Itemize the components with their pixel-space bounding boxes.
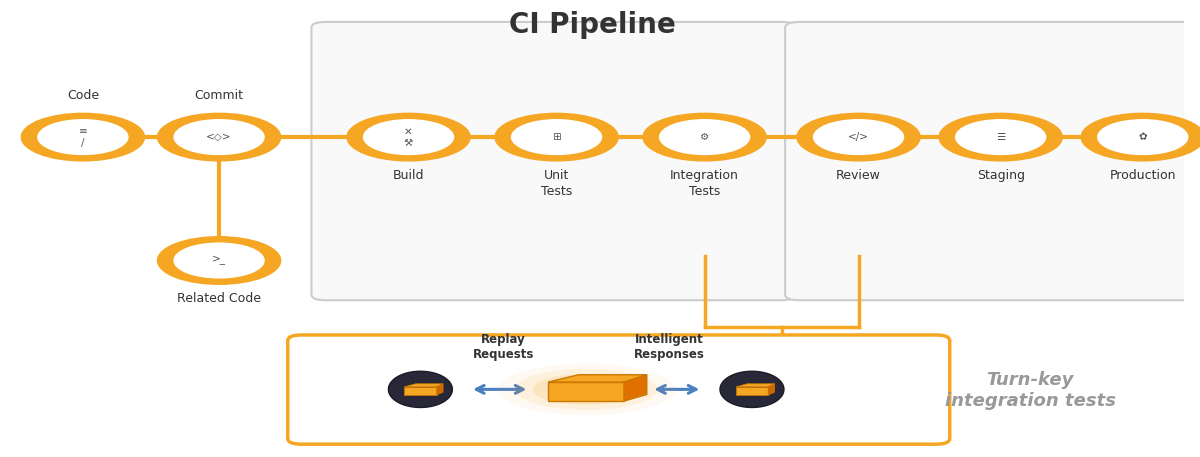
Circle shape xyxy=(157,237,281,284)
Circle shape xyxy=(940,113,1062,161)
Text: Commit: Commit xyxy=(194,89,244,102)
Circle shape xyxy=(660,120,750,154)
Text: Turn-key
integration tests: Turn-key integration tests xyxy=(944,372,1116,410)
Circle shape xyxy=(1098,120,1188,154)
Text: Review: Review xyxy=(836,169,881,182)
FancyBboxPatch shape xyxy=(785,22,1199,300)
Circle shape xyxy=(364,120,454,154)
Text: <◇>: <◇> xyxy=(206,132,232,142)
Circle shape xyxy=(797,113,920,161)
Circle shape xyxy=(157,113,281,161)
Text: ≡
/: ≡ / xyxy=(78,126,88,148)
Text: Build: Build xyxy=(392,169,425,182)
Circle shape xyxy=(347,113,470,161)
Text: Replay
Requests: Replay Requests xyxy=(473,333,534,361)
Text: Related Code: Related Code xyxy=(178,292,262,305)
Ellipse shape xyxy=(515,369,658,410)
Circle shape xyxy=(1081,113,1200,161)
Text: Integration
Tests: Integration Tests xyxy=(670,169,739,198)
Text: >_: >_ xyxy=(212,255,226,266)
Text: Staging: Staging xyxy=(977,169,1025,182)
Polygon shape xyxy=(404,384,443,387)
Text: </>: </> xyxy=(848,132,869,142)
Polygon shape xyxy=(548,382,624,401)
FancyBboxPatch shape xyxy=(288,335,949,444)
Circle shape xyxy=(174,243,264,278)
Polygon shape xyxy=(437,384,443,395)
Polygon shape xyxy=(736,384,775,387)
Circle shape xyxy=(494,113,618,161)
Text: Unit
Tests: Unit Tests xyxy=(541,169,572,198)
Text: ✿: ✿ xyxy=(1139,132,1147,142)
Ellipse shape xyxy=(497,364,674,415)
Text: CI Pipeline: CI Pipeline xyxy=(509,11,676,39)
Text: ☰: ☰ xyxy=(996,132,1006,142)
Circle shape xyxy=(955,120,1045,154)
Polygon shape xyxy=(736,387,768,395)
Ellipse shape xyxy=(533,374,640,405)
Polygon shape xyxy=(720,371,784,408)
Text: ⚙: ⚙ xyxy=(700,132,709,142)
Text: ✕
⚒: ✕ ⚒ xyxy=(404,126,413,148)
Polygon shape xyxy=(768,384,775,395)
Circle shape xyxy=(22,113,144,161)
Text: ⊞: ⊞ xyxy=(552,132,560,142)
Polygon shape xyxy=(389,371,452,408)
Circle shape xyxy=(643,113,766,161)
Text: Intelligent
Responses: Intelligent Responses xyxy=(634,333,704,361)
Circle shape xyxy=(174,120,264,154)
Polygon shape xyxy=(404,387,437,395)
Circle shape xyxy=(814,120,904,154)
Polygon shape xyxy=(624,375,647,401)
Polygon shape xyxy=(548,375,647,382)
Circle shape xyxy=(38,120,128,154)
FancyBboxPatch shape xyxy=(312,22,796,300)
Text: Production: Production xyxy=(1110,169,1176,182)
Circle shape xyxy=(511,120,601,154)
Text: Code: Code xyxy=(67,89,98,102)
